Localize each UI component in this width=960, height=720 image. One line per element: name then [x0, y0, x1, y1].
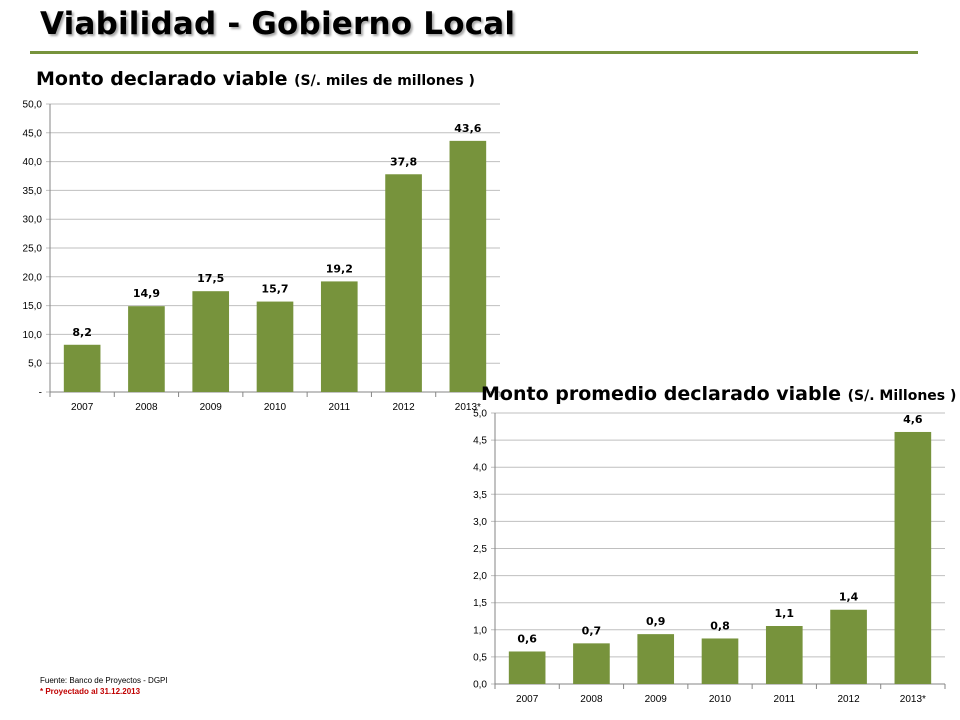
y-tick-label: 0,0: [473, 680, 487, 691]
y-tick-label: 25,0: [23, 244, 43, 255]
y-tick-label: 35,0: [23, 186, 43, 197]
data-label: 0,8: [710, 619, 730, 632]
y-tick-label: 2,0: [473, 571, 487, 582]
data-label: 8,2: [72, 326, 92, 339]
x-tick-label: 2012: [392, 402, 415, 413]
x-tick-label: 2013*: [455, 402, 481, 413]
chart-2-title: Monto promedio declarado viable (S/. Mil…: [481, 383, 956, 405]
bar-2010: [701, 638, 739, 684]
y-tick-label: 2,5: [473, 544, 487, 555]
y-tick-label: 45,0: [23, 128, 43, 139]
data-label: 17,5: [197, 272, 224, 285]
y-tick-label: 15,0: [23, 301, 43, 312]
bar-2013*: [894, 431, 932, 684]
data-label: 0,7: [582, 624, 602, 637]
data-label: 14,9: [133, 287, 160, 300]
bar-2008: [128, 306, 165, 392]
data-label: 37,8: [390, 155, 417, 168]
y-tick-label: 0,5: [473, 652, 487, 663]
data-label: 4,6: [903, 413, 923, 426]
chart-monto-promedio-declarado-viable: 0,0 0,5 1,0 1,5 2,0 2,5 3,0 3,5 4,0 4,5 5,0 0,6 2007…: [473, 409, 946, 705]
y-tick-label: 3,5: [473, 490, 487, 501]
bar-2009: [192, 291, 230, 392]
x-tick-label: 2008: [580, 694, 603, 705]
data-label: 1,1: [775, 607, 795, 620]
x-tick-label: 2012: [837, 694, 860, 705]
data-label: 1,4: [839, 591, 859, 604]
y-tick-label: 1,0: [473, 625, 487, 636]
source-text: Fuente: Banco de Proyectos - DGPI: [40, 676, 168, 685]
bar-2008: [573, 643, 610, 684]
y-tick-label: 40,0: [23, 157, 43, 168]
bar-2011: [765, 626, 803, 684]
chart-1-title-main: Monto declarado viable: [36, 68, 295, 90]
y-tick-label: 30,0: [23, 215, 43, 226]
y-tick-label: 5,0: [473, 409, 487, 420]
x-tick-label: 2011: [774, 694, 796, 705]
chart-1-title-unit: (S/. miles de millones ): [294, 73, 475, 89]
data-label: 0,9: [646, 615, 666, 628]
x-tick-label: 2009: [645, 694, 668, 705]
y-tick-label: 10,0: [23, 330, 43, 341]
x-tick-label: 2007: [516, 694, 539, 705]
bar-2009: [637, 634, 675, 684]
x-tick-label: 2007: [71, 402, 94, 413]
bar-2010: [256, 301, 294, 392]
x-tick-label: 2010: [264, 402, 287, 413]
title-divider: [30, 51, 918, 54]
source-note: Fuente: Banco de Proyectos - DGPI * Proy…: [40, 675, 168, 697]
data-label: 0,6: [517, 632, 537, 645]
bar-2012: [385, 174, 422, 392]
data-label: 15,7: [261, 283, 288, 296]
bar-2011: [320, 281, 358, 392]
x-tick-label: 2008: [135, 402, 158, 413]
bar-2013*: [449, 140, 487, 392]
x-tick-label: 2011: [329, 402, 351, 413]
data-label: 19,2: [326, 262, 353, 275]
chart-2-title-unit: (S/. Millones ): [847, 388, 957, 404]
chart-1-title: Monto declarado viable (S/. miles de mil…: [36, 68, 475, 90]
chart-2-title-main: Monto promedio declarado viable: [481, 383, 848, 405]
bar-2007: [63, 344, 101, 392]
y-tick-label: 5,0: [28, 359, 42, 370]
bar-2012: [830, 609, 867, 684]
projection-note: * Proyectado al 31.12.2013: [40, 687, 141, 696]
y-tick-label: 1,5: [473, 598, 487, 609]
x-tick-label: 2010: [709, 694, 732, 705]
page-title: Viabilidad - Gobierno Local: [40, 6, 516, 42]
x-tick-label: 2009: [200, 402, 223, 413]
y-tick-label: 3,0: [473, 517, 487, 528]
y-tick-label: 20,0: [23, 272, 43, 283]
bar-2007: [508, 651, 546, 684]
y-tick-label: 4,5: [473, 436, 487, 447]
y-tick-label: -: [39, 388, 42, 399]
data-label: 43,6: [454, 122, 481, 135]
y-tick-label: 4,0: [473, 463, 487, 474]
y-tick-label: 50,0: [23, 100, 43, 111]
chart-monto-declarado-viable: - 5,0 10,0 15,0 20,0 25,0 30,0 35,0 40,0 45,0 50,0…: [23, 100, 501, 413]
x-tick-label: 2013*: [900, 694, 926, 705]
